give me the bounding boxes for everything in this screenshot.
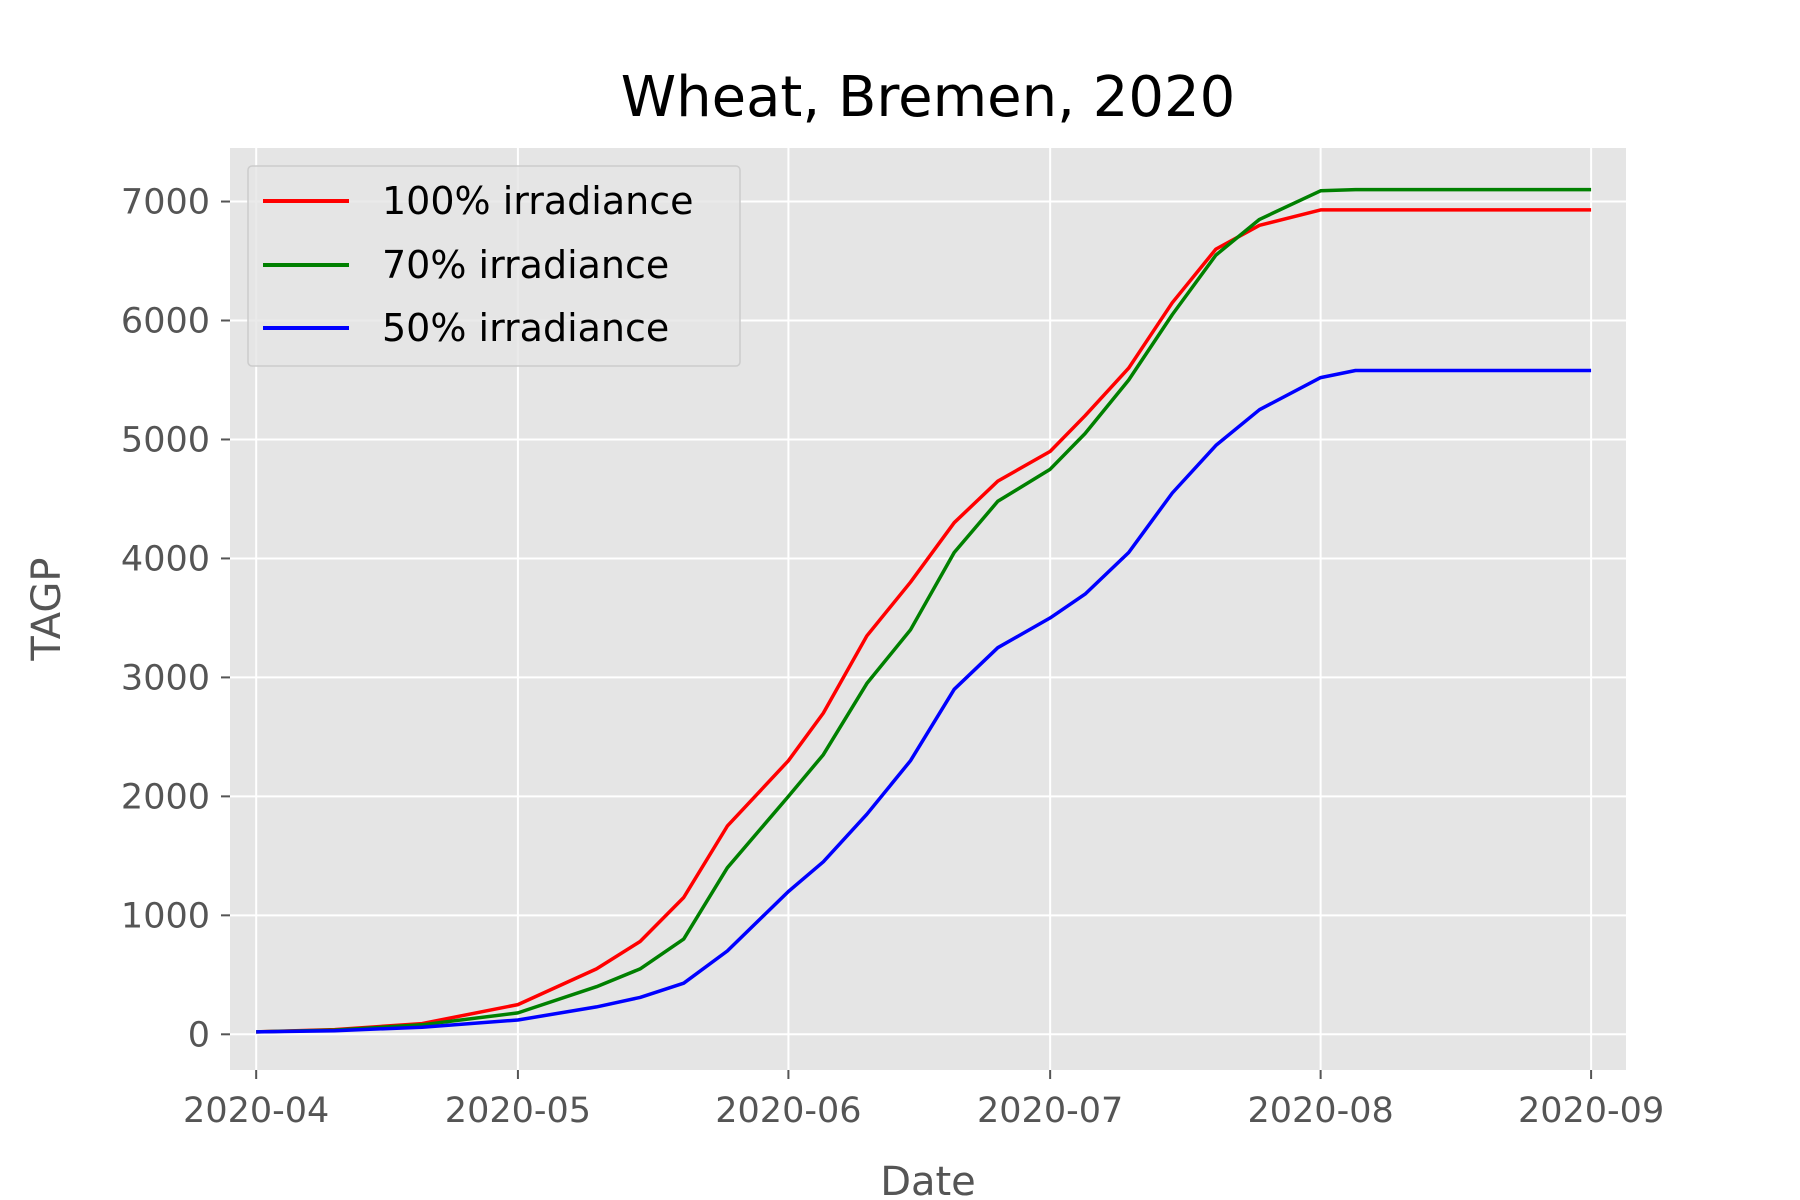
chart-title: Wheat, Bremen, 2020: [621, 65, 1235, 130]
series-line-1: [256, 208, 1592, 1034]
x-tick-label: 2020-05: [445, 1091, 591, 1131]
y-tick-label: 0: [188, 1015, 210, 1055]
x-tick-label: 2020-07: [977, 1091, 1123, 1131]
y-tick-label: 7000: [121, 183, 210, 223]
legend-label-2: 70% irradiance: [382, 243, 669, 287]
legend-box: [247, 165, 741, 367]
y-tick-label: 1000: [121, 896, 210, 936]
legend: 100% irradiance 70% irradiance 50% irrad…: [247, 165, 741, 367]
series-line-3: [256, 368, 1592, 1034]
x-axis-label: Date: [880, 1159, 976, 1200]
legend-label-1: 100% irradiance: [382, 179, 693, 223]
x-tick-label: 2020-04: [183, 1091, 329, 1131]
y-tick-label: 5000: [121, 420, 210, 460]
x-tick-label: 2020-09: [1518, 1091, 1664, 1131]
y-tick-label: 4000: [121, 539, 210, 579]
y-tick-label: 3000: [121, 658, 210, 698]
y-tick-label: 2000: [121, 777, 210, 817]
x-tick-label: 2020-08: [1248, 1091, 1394, 1131]
series-lines: [256, 187, 1592, 1034]
y-axis-label: TAGP: [24, 557, 70, 661]
x-axis-ticks: 2020-04 2020-05 2020-06 2020-07 2020-08 2020-…: [183, 1070, 1664, 1131]
x-tick-label: 2020-06: [715, 1091, 861, 1131]
y-tick-label: 6000: [121, 302, 210, 342]
series-line-2: [256, 187, 1592, 1034]
y-axis-ticks: 0 1000 2000 3000 4000 5000 6000 7000: [121, 183, 230, 1055]
legend-label-3: 50% irradiance: [382, 306, 669, 350]
